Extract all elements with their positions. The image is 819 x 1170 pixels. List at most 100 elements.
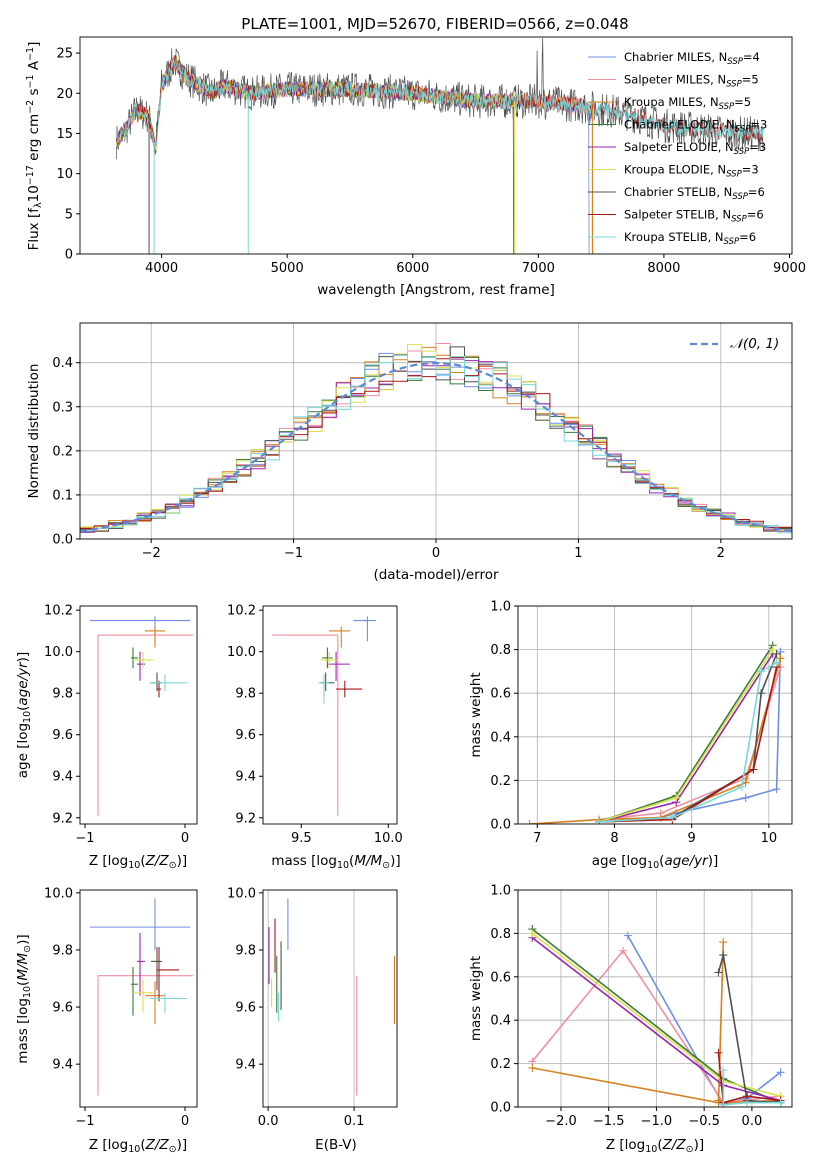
mass-weight-line-chabrier_stelib — [717, 954, 781, 1104]
mass-weight-line-salpeter_elodie — [598, 653, 774, 823]
mass-weight-marker — [668, 813, 677, 822]
x-tick-label: −2 — [142, 546, 161, 561]
mass-weight-marker — [719, 1066, 728, 1075]
legend-entry: Chabrier STELIB, NSSP=6 — [624, 185, 765, 202]
x-tick-label: 7000 — [522, 261, 555, 276]
mass-weight-marker — [595, 817, 604, 824]
x-tick-label: 7 — [533, 831, 541, 846]
mass-weight-marker — [743, 1098, 752, 1107]
mass-weight-marker — [772, 649, 781, 658]
axes-frame — [79, 889, 198, 1108]
y-tick-label: 10.0 — [44, 645, 73, 660]
y-tick-label: 9.8 — [235, 943, 256, 958]
mass-weight-marker — [714, 968, 723, 977]
y-tick-label: 0.0 — [490, 818, 511, 833]
mass-weight-marker — [672, 793, 681, 802]
mass-z-x-label: Z [log10(Z/Z⊙)] — [89, 1137, 187, 1155]
mass-weight-marker — [776, 1068, 785, 1077]
y-tick-label: 0.8 — [490, 927, 511, 942]
x-tick-label: 0 — [181, 1114, 189, 1129]
legend-entry: Kroupa MILES, NSSP=5 — [624, 95, 751, 112]
y-tick-label: 0.8 — [490, 643, 511, 658]
y-tick-label: 5 — [65, 207, 73, 222]
x-tick-label: 1 — [574, 546, 582, 561]
y-tick-label: 9.8 — [52, 687, 73, 702]
residuals-y-label: Normed distribution — [26, 364, 42, 499]
mass-z-y-label: mass [log10(M/M⊙)] — [15, 934, 33, 1063]
mass-weight-marker — [776, 654, 785, 663]
plot-area — [271, 616, 377, 816]
y-tick-label: 10.2 — [44, 604, 73, 619]
y-tick-label: 0.0 — [490, 1101, 511, 1116]
x-tick-label: −1 — [284, 546, 303, 561]
axes-frame — [262, 889, 398, 1108]
y-tick-label: 9.6 — [52, 728, 73, 743]
mass-vs-z-panel: −1 0 9.4 9.6 9.8 10.0 Z [log10(Z/Z⊙)] mass [log… — [15, 886, 198, 1155]
mass-weight-marker — [749, 765, 758, 774]
legend-entry: Salpeter ELODIE, NSSP=3 — [624, 140, 766, 157]
massweight-vs-z-panel: −2.0 −1.5 −1.0 −0.5 0.0 0.0 0.2 0.4 0.6 0.8 1.0 mas… — [468, 884, 793, 1155]
spectrum-y-label: Flux [fλ10−17 erg cm−2 s−1 A−1] — [25, 42, 44, 251]
y-tick-label: 9.8 — [235, 687, 256, 702]
y-tick-label: 0.4 — [490, 730, 511, 745]
x-tick-label: 5000 — [271, 261, 304, 276]
x-tick-label: 0.0 — [742, 1114, 763, 1129]
y-tick-label: 0.4 — [490, 1014, 511, 1029]
y-tick-label: 0.6 — [490, 970, 511, 985]
mass-weight-line-salpeter_miles — [531, 949, 781, 1104]
legend-entry: Salpeter STELIB, NSSP=6 — [624, 208, 764, 225]
mass-weight-marker — [623, 931, 632, 940]
y-tick-label: 0.2 — [52, 444, 73, 459]
y-tick-label: 9.4 — [235, 1058, 256, 1073]
spectrum-line-kroupa_stelib — [116, 57, 764, 149]
mass-weight-y-label: mass weight — [468, 956, 484, 1041]
x-tick-label: 10.0 — [374, 831, 403, 846]
y-tick-label: 1.0 — [490, 600, 511, 615]
mass-weight-marker — [719, 951, 728, 960]
mass-weight-line-salpeter_miles — [598, 666, 782, 821]
legend: Chabrier MILES, NSSP=4 Salpeter MILES, NS… — [588, 50, 767, 247]
y-tick-label: 1.0 — [490, 884, 511, 899]
y-tick-label: 0.4 — [52, 356, 73, 371]
mass-weight-line-kroupa_stelib — [598, 662, 777, 823]
x-tick-label: −2.0 — [545, 1114, 577, 1129]
y-tick-label: 0.3 — [52, 400, 73, 415]
mass-weight-line-salpeter_stelib — [717, 1052, 781, 1104]
plot-area — [116, 37, 764, 254]
y-tick-label: 10.0 — [44, 886, 73, 901]
mass-weight-age-x-label: age [log10(age/yr)] — [592, 853, 718, 871]
y-tick-label: 0.1 — [52, 488, 73, 503]
mass-weight-line-salpeter_stelib — [598, 666, 778, 823]
x-tick-label: 0 — [181, 831, 189, 846]
mass-vs-ebv-panel: 0.0 0.1 9.4 9.6 9.8 10.0 E(B-V) — [227, 886, 398, 1153]
mass-weight-line-kroupa_stelib — [722, 1070, 781, 1106]
x-tick-label: 8 — [610, 831, 618, 846]
y-tick-label: 25 — [56, 47, 73, 62]
mass-weight-marker — [772, 785, 781, 794]
mass-weight-marker — [757, 689, 766, 698]
mass-weight-marker — [772, 658, 781, 667]
plot-area — [518, 890, 792, 1107]
spectrum-line-kroupa_elodie — [116, 54, 516, 254]
spectrum-x-label: wavelength [Angstrom, rest frame] — [317, 282, 555, 298]
mass-weight-y-label: mass weight — [468, 672, 484, 757]
x-tick-label: −1 — [75, 831, 94, 846]
x-tick-label: 0 — [432, 546, 440, 561]
mass-weight-marker — [719, 938, 728, 947]
x-tick-label: 2 — [717, 546, 725, 561]
mass-weight-marker — [741, 793, 750, 802]
mass-weight-z-x-label: Z [log10(Z/Z⊙)] — [606, 1137, 704, 1155]
y-tick-label: 9.6 — [235, 728, 256, 743]
x-tick-label: 8000 — [647, 261, 680, 276]
residuals-x-label: (data-model)/error — [373, 567, 499, 583]
mass-weight-marker — [714, 1048, 723, 1057]
x-tick-label: 10 — [761, 831, 778, 846]
y-tick-label: 9.2 — [235, 811, 256, 826]
x-tick-label: −1.0 — [641, 1114, 673, 1129]
legend-normal-label: 𝒩(0, 1) — [730, 336, 779, 352]
y-tick-label: 9.4 — [52, 1058, 73, 1073]
y-tick-label: 0.6 — [490, 687, 511, 702]
age-mass-x-label: mass [log10(M/M⊙)] — [271, 853, 400, 871]
residuals-panel: −2 −1 0 1 2 0.0 0.1 0.2 0.3 0.4 𝒩(0, 1) (data-model… — [26, 322, 793, 583]
